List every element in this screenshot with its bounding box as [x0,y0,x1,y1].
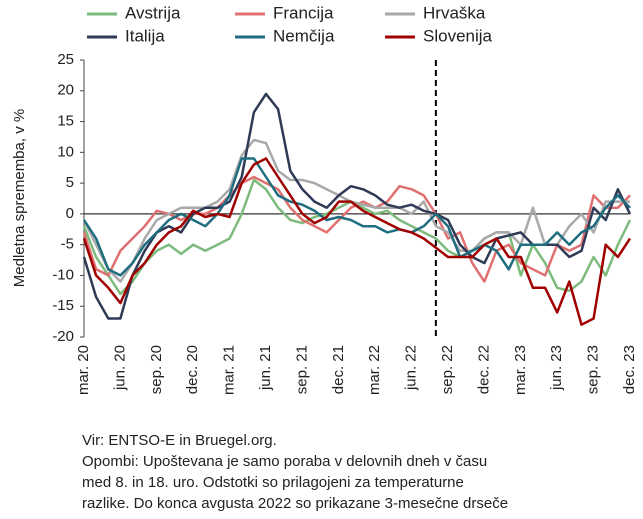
x-tick-label: mar. 22 [366,345,383,395]
y-tick-label: 5 [66,174,74,191]
note-line: razlike. Do konca avgusta 2022 so prikaz… [82,495,508,512]
x-tick-label: sep. 22 [439,345,456,394]
legend-label: Francija [273,3,334,22]
series-line [82,138,630,283]
legend-label: Slovenija [423,26,493,45]
x-tick-label: dec. 23 [621,345,638,394]
x-tick-label: sep. 21 [293,345,310,394]
y-tick-label: -10 [52,266,74,283]
series-line [82,175,631,283]
x-tick-label: jun. 23 [548,345,565,391]
x-tick-label: sep. 20 [148,345,165,394]
x-tick-label: jun. 20 [111,345,128,391]
legend-label: Italija [125,26,165,45]
x-tick-label: dec. 21 [330,345,347,394]
x-tick-label: sep. 23 [585,345,602,394]
y-tick-label: 10 [57,143,74,160]
legend-label: Hrvaška [423,3,486,22]
x-tick-label: mar. 21 [221,345,238,395]
series-line [82,157,631,277]
y-tick-label: 20 [57,82,74,99]
note-line: Opombi: Upoštevana je samo poraba v delo… [82,453,487,470]
x-tick-label: dec. 22 [475,345,492,394]
x-tick-label: dec. 20 [184,345,201,394]
y-tick-label: 15 [57,113,74,130]
y-tick-label: -15 [52,297,74,314]
x-tick-label: mar. 23 [512,345,529,395]
y-tick-label: 25 [57,51,74,68]
series-line [82,157,632,326]
x-tick-label: jun. 22 [403,345,420,391]
note-line: med 8. in 18. uro. Odstotki so prilagoje… [82,474,464,491]
legend-label: Nemčija [273,26,335,45]
y-tick-label: -5 [61,236,74,253]
x-tick-label: jun. 21 [257,345,274,391]
y-tick-label: 0 [66,205,74,222]
y-tick-label: -20 [52,328,74,345]
legend-label: Avstrija [125,3,181,22]
source: Vir: ENTSO-E in Bruegel.org. [82,432,277,449]
y-axis-label: Medletna sprememba, v % [11,109,28,287]
x-tick-label: mar. 20 [75,345,92,395]
